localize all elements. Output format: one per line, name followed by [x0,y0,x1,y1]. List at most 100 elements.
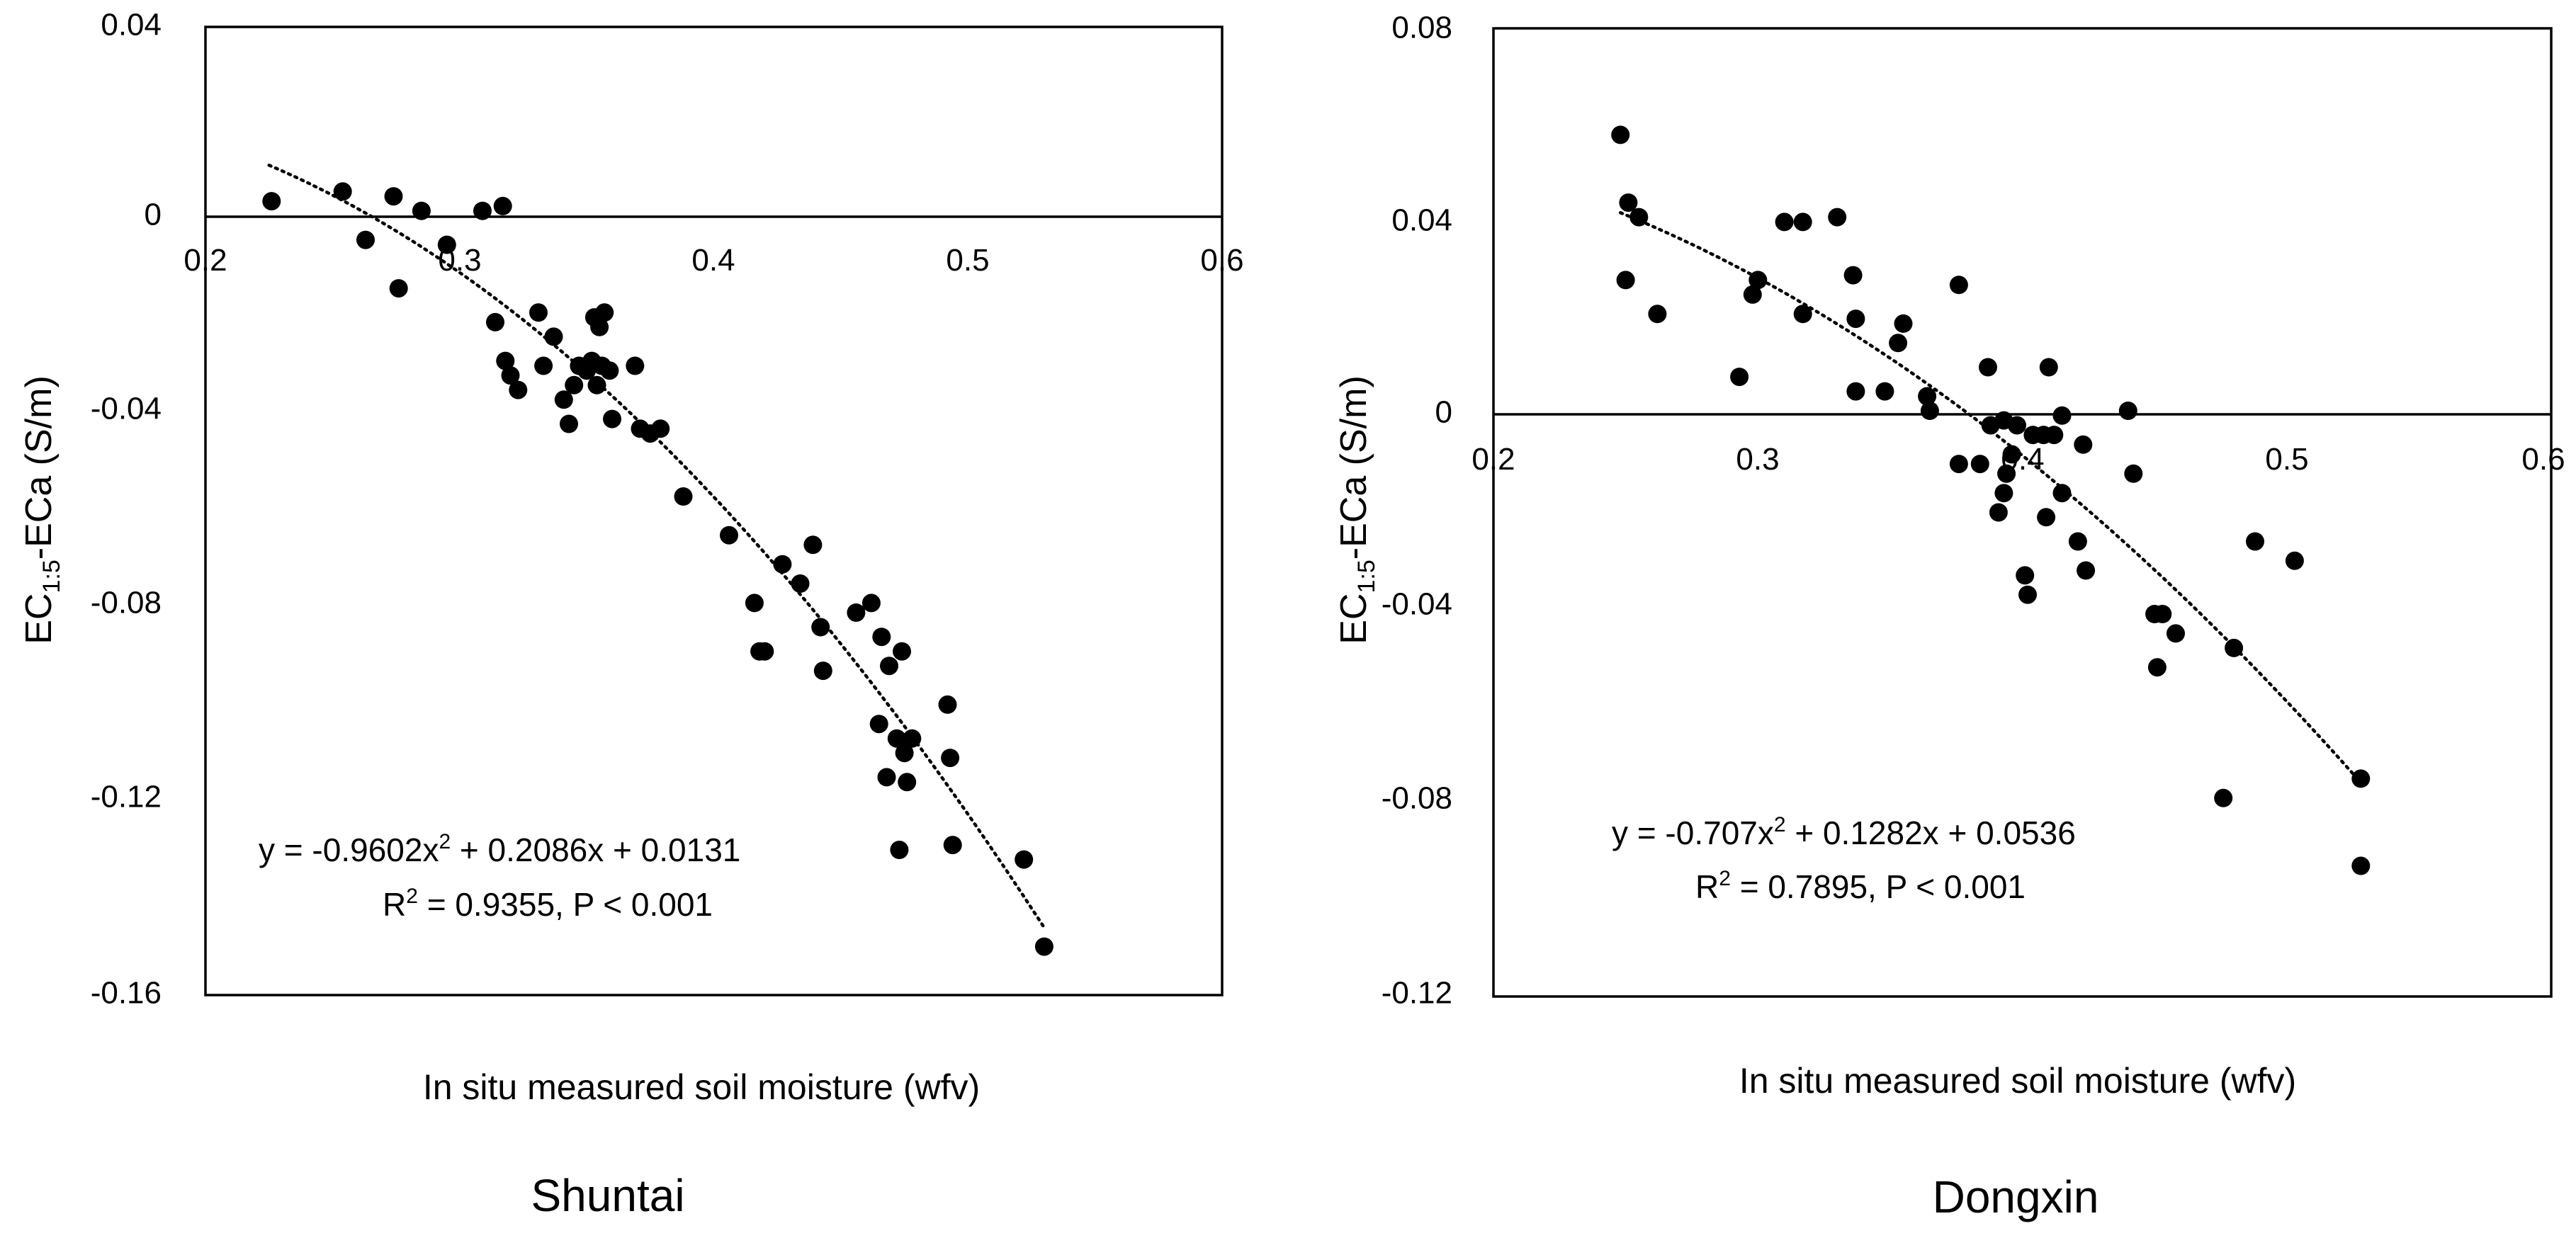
x-tick-label: 0.3 [1736,442,1779,477]
data-point [2351,769,2371,788]
data-point [1828,208,1847,227]
data-point [1730,368,1749,387]
y-tick-label: 0.04 [101,8,162,42]
data-point [1616,271,1635,290]
data-point [1749,271,1768,290]
data-point [473,201,492,220]
data-point [755,642,774,661]
y-tick-label: 0 [145,198,162,232]
data-point [1629,208,1649,227]
y-axis-label: EC1:5-ECa (S/m) [18,375,65,644]
panel-title: Shuntai [531,1170,684,1221]
data-point [862,594,881,613]
data-point [2068,532,2087,551]
y-tick-label: -0.04 [91,392,162,426]
data-point [412,201,431,220]
data-point [651,419,670,438]
x-tick-label: 0.5 [2265,442,2308,477]
regression-equation: y = -0.9602x2 + 0.2086x + 0.0131 [259,830,740,868]
data-point [1793,305,1812,324]
data-point [2214,788,2233,807]
data-point [869,715,888,734]
data-point [803,535,823,555]
x-tick-label: 0.2 [1471,442,1515,477]
data-point [1949,276,1968,295]
data-point [938,695,957,714]
data-point [880,657,898,676]
data-point [554,390,573,409]
regression-equation: y = -0.707x2 + 0.1282x + 0.0536 [1612,813,2076,851]
data-point [1846,382,1865,401]
data-point [384,187,403,206]
data-point [1979,358,1997,377]
y-tick-label: -0.04 [1382,587,1452,622]
data-points [1611,125,2371,875]
x-tick-label: 0.4 [691,243,735,278]
data-point [486,312,504,331]
data-point [2039,358,2058,377]
data-point [587,375,606,394]
y-axis-label: EC1:5-ECa (S/m) [1333,375,1380,644]
x-tick-label: 0.6 [1200,243,1243,278]
data-point [493,196,512,215]
data-point [501,366,520,385]
data-point [437,235,456,254]
data-point [595,303,614,322]
data-point [1743,285,1762,304]
data-point [590,317,609,336]
data-points [262,182,1053,956]
data-point [529,303,548,322]
data-point [1920,402,1939,420]
data-point [356,230,375,249]
y-tick-label: 0 [1435,395,1452,430]
data-point [333,182,352,201]
data-point [1989,503,2008,522]
data-point [1894,314,1913,333]
data-point [1843,266,1863,285]
y-tick-label: 0.08 [1391,11,1452,45]
data-point [1846,310,1865,329]
x-tick-label: 0.6 [2521,442,2565,477]
plot-frame [204,25,1224,996]
data-point [2002,445,2021,464]
x-tick-labels: 0.2 0.3 0.4 0.5 0.6 [1471,442,2565,477]
data-point [2018,585,2037,604]
x-tick-labels: 0.2 0.3 0.4 0.5 0.6 [183,243,1243,278]
data-point [2167,624,2185,643]
data-point [1997,464,2016,483]
data-point [1889,334,1908,353]
data-point [893,642,911,661]
data-point [262,192,281,211]
data-point [534,356,553,375]
data-point [887,729,906,748]
data-point [2037,508,2056,527]
data-point [603,409,621,428]
data-point [1994,484,2013,503]
x-tick-label: 0.2 [183,243,227,278]
data-point [1875,382,1894,401]
data-point [813,661,832,681]
y-tick-labels: 0.08 0.04 0 -0.04 -0.08 -0.12 [1382,11,1452,1011]
data-point [895,744,914,763]
data-point [903,729,922,748]
data-point [2351,856,2371,875]
data-point [847,603,866,622]
chart-shuntai: 0.04 0 -0.04 -0.08 -0.12 -0.16 0.2 0.3 0… [18,8,1244,1221]
data-point [626,356,645,375]
data-point [600,361,619,380]
y-tick-label: 0.04 [1391,203,1452,238]
data-point [1970,455,1989,474]
data-point [2016,566,2035,585]
data-point [1775,212,1794,232]
data-point [565,375,584,394]
r-squared-text: R2 = 0.9355, P < 0.001 [383,885,713,923]
data-point [2074,435,2093,454]
data-point [1793,212,1812,232]
y-tick-label: -0.12 [1382,976,1452,1011]
data-point [1949,455,1968,474]
x-axis-label: In situ measured soil moisture (wfv) [1739,1061,2296,1101]
data-point [2045,426,2064,445]
y-tick-label: -0.08 [1382,781,1452,816]
